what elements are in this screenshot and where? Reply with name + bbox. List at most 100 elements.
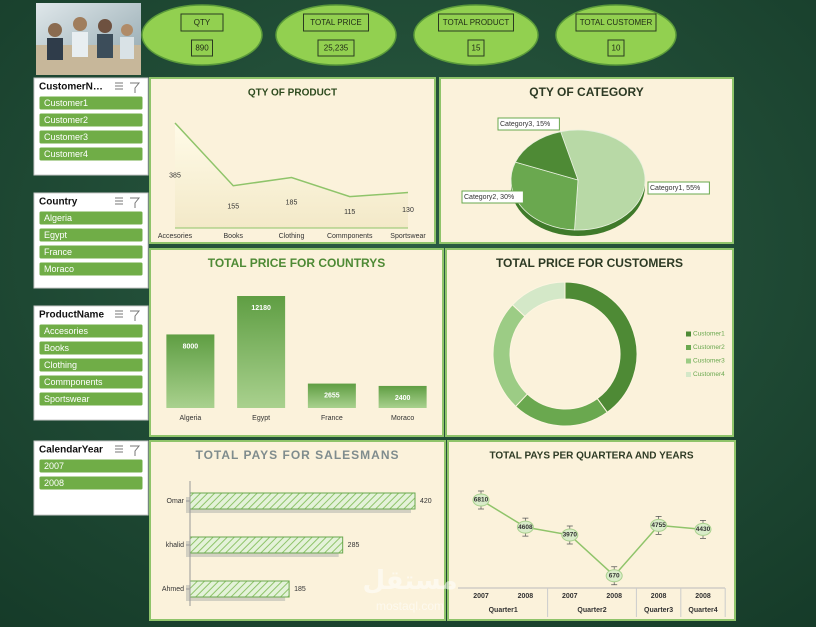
kpi-ellipse <box>413 4 539 66</box>
bar <box>166 334 215 408</box>
slicer-item-label[interactable]: 2007 <box>44 461 64 471</box>
group-label: Quarter4 <box>688 607 717 614</box>
bar <box>189 536 344 554</box>
kpi-label: TOTAL PRICE <box>310 18 361 27</box>
bar <box>189 580 290 598</box>
x-tick-label: Clothing <box>279 233 305 240</box>
x-tick-label: 2007 <box>473 593 489 600</box>
x-tick-label: Commponents <box>327 233 373 240</box>
slicer-item-label[interactable]: Customer3 <box>44 132 88 142</box>
data-label: 185 <box>294 586 306 593</box>
slicer-item[interactable] <box>38 391 144 407</box>
slicer-item-label[interactable]: Egypt <box>44 230 68 240</box>
slicer-item[interactable] <box>38 146 144 162</box>
slicer-item[interactable] <box>38 458 144 474</box>
slicer-title: Country <box>39 197 78 208</box>
legend-swatch <box>686 358 691 364</box>
slicer-item[interactable] <box>38 129 144 145</box>
data-label: Category3, 15% <box>500 121 550 128</box>
slicer-title: CustomerN… <box>39 82 103 93</box>
doughnut-slice <box>511 281 566 318</box>
slicer-title: ProductName <box>39 310 104 321</box>
chart-title: QTY OF CATEGORY <box>529 85 643 99</box>
data-label-box <box>461 190 524 204</box>
chart-title: TOTAL PAYS PER QUARTERA AND YEARS <box>489 451 693 462</box>
slicer-item[interactable] <box>38 261 144 277</box>
data-label: 155 <box>227 204 239 211</box>
legend-label: Customer1 <box>693 331 725 338</box>
pie-slice <box>510 161 579 231</box>
slicer-item[interactable] <box>38 210 144 226</box>
bar <box>237 296 286 408</box>
data-label: 420 <box>420 498 432 505</box>
data-label: 6810 <box>474 497 489 504</box>
kpi-value-box <box>191 39 213 57</box>
legend-swatch <box>686 345 691 350</box>
slicer-item[interactable] <box>38 340 144 356</box>
chart-title: TOTAL PRICE FOR CUSTOMERS <box>496 256 683 270</box>
kpi-label-box <box>180 13 224 32</box>
x-tick-label: France <box>321 415 343 422</box>
kpi-value: 890 <box>195 44 209 53</box>
slicer-item-label[interactable]: Algeria <box>44 213 72 223</box>
x-tick-label: 2008 <box>651 593 667 600</box>
pie-slice <box>560 129 646 231</box>
marker <box>472 493 490 507</box>
marker <box>561 528 579 542</box>
slicer-item-label[interactable]: Customer1 <box>44 98 88 108</box>
kpi-label: TOTAL PRODUCT <box>443 18 510 27</box>
kpi-value-box <box>317 39 355 57</box>
kpi-ellipse <box>275 4 397 66</box>
data-label: 115 <box>344 209 355 216</box>
kpi-value: 25,235 <box>324 44 349 53</box>
slicer-item-label[interactable]: Books <box>44 343 70 353</box>
x-tick-label: Sportswear <box>390 233 426 240</box>
slicer-item[interactable] <box>38 357 144 373</box>
legend-label: Customer3 <box>693 358 725 365</box>
slicer-item-label[interactable]: Moraco <box>44 264 74 274</box>
bar <box>307 383 356 408</box>
slicer-item-label[interactable]: Sportswear <box>44 394 90 404</box>
kpi-value-box <box>467 39 485 57</box>
kpi-value: 10 <box>612 44 621 53</box>
chart-title: TOTAL PRICE FOR COUNTRYS <box>208 256 386 270</box>
data-label: 2655 <box>324 392 340 399</box>
slicer-item-label[interactable]: Accesories <box>44 326 89 336</box>
x-tick-label: Algeria <box>179 415 201 422</box>
x-tick-label: 2007 <box>562 593 578 600</box>
slicer-item[interactable] <box>38 475 144 491</box>
slicer-item[interactable] <box>38 374 144 390</box>
watermark: مستقل mostaql.com <box>362 565 457 613</box>
bar <box>189 492 416 510</box>
x-tick-label: Books <box>224 233 244 240</box>
slicer-item[interactable] <box>38 112 144 128</box>
slicer-item-label[interactable]: France <box>44 247 72 257</box>
kpi-label-box <box>303 13 369 32</box>
x-tick-label: Accesories <box>158 233 193 240</box>
data-label: Category2, 30% <box>464 194 514 201</box>
kpi-label-box <box>575 13 657 32</box>
charts: QTY OF PRODUCT 385 Accesories 155 Books 185 Cl… <box>149 77 736 621</box>
marker <box>650 518 668 532</box>
data-label: 285 <box>348 542 360 549</box>
group-label: Quarter2 <box>577 607 606 614</box>
slicer-item[interactable] <box>38 323 144 339</box>
slicer-item[interactable] <box>38 95 144 111</box>
legend-label: Customer2 <box>693 344 725 351</box>
legend-swatch <box>686 331 691 337</box>
marker <box>516 520 534 534</box>
kpi-row: QTY 890 TOTAL PRICE 25,235 TOTAL PRODUCT 15 TO… <box>141 4 677 66</box>
slicer-item-label[interactable]: Customer4 <box>44 149 88 159</box>
slicer-item-label[interactable]: Clothing <box>44 360 77 370</box>
slicer-item-label[interactable]: 2008 <box>44 478 64 488</box>
slicer-item-label[interactable]: Customer2 <box>44 115 88 125</box>
slicer-item[interactable] <box>38 244 144 260</box>
data-label: 130 <box>402 207 414 214</box>
slicer-item[interactable] <box>38 227 144 243</box>
x-tick-label: Egypt <box>252 415 270 422</box>
slicer-item-label[interactable]: Commponents <box>44 377 103 387</box>
slicer-title: CalendarYear <box>39 445 103 456</box>
data-label-box <box>647 181 710 195</box>
line <box>174 122 409 198</box>
